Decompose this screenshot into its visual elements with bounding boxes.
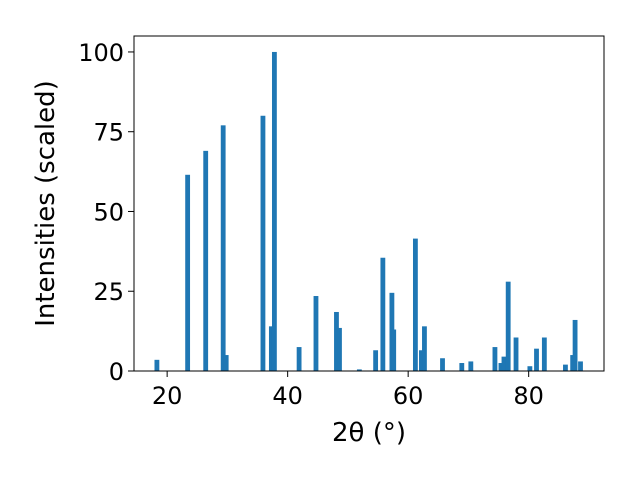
bar [572, 319, 578, 371]
bar [260, 115, 266, 371]
bar-series [154, 51, 583, 371]
y-tick-label: 25 [93, 278, 124, 306]
bar [541, 337, 547, 371]
bar [185, 174, 191, 371]
bar [501, 356, 507, 371]
y-tick-label: 0 [109, 358, 124, 386]
bar [563, 364, 568, 371]
bar [492, 347, 498, 371]
y-axis-label: Intensities (scaled) [31, 80, 61, 327]
bar [527, 366, 533, 371]
bar [373, 350, 379, 371]
x-tick-label: 80 [513, 382, 544, 410]
y-tick-label: 75 [93, 119, 124, 147]
bar [468, 361, 474, 371]
bar [534, 348, 539, 371]
bar [578, 361, 583, 371]
y-tick-label: 100 [78, 39, 124, 67]
bar [220, 125, 226, 371]
bar [422, 326, 427, 371]
bar [505, 281, 511, 371]
bar [223, 355, 229, 371]
bar [380, 257, 386, 371]
x-tick-label: 20 [152, 382, 183, 410]
bar [296, 347, 302, 371]
x-tick-label: 40 [272, 382, 303, 410]
bar [459, 363, 465, 371]
bar [313, 296, 319, 371]
bar [154, 359, 160, 371]
bar [419, 350, 424, 371]
bar [391, 329, 397, 371]
bar [337, 327, 342, 371]
plot-frame [133, 35, 605, 372]
bar [268, 326, 274, 371]
x-tick-label: 60 [393, 382, 424, 410]
x-axis-label: 2θ (°) [332, 418, 406, 448]
x-axis-ticks: 20 40 60 80 [152, 371, 544, 410]
bar [498, 363, 504, 371]
y-axis-ticks: 0 25 50 75 100 [78, 39, 134, 386]
bar [271, 51, 277, 371]
bar [334, 311, 339, 371]
bar [440, 358, 445, 371]
bar [513, 337, 519, 371]
y-tick-label: 50 [93, 198, 124, 226]
bar [356, 369, 362, 371]
bar [412, 238, 418, 371]
bar [203, 150, 209, 371]
